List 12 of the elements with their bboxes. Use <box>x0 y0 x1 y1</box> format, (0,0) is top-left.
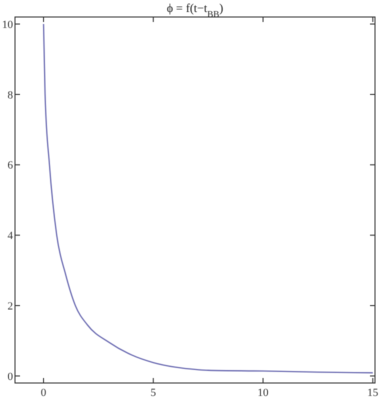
x-tick-label: 0 <box>40 387 47 399</box>
y-tick-label: 0 <box>8 370 14 383</box>
y-tick-label: 8 <box>8 89 14 102</box>
y-tick-label: 10 <box>2 18 14 31</box>
y-tick-label: 2 <box>8 300 13 312</box>
x-tick-label: 15 <box>367 387 379 399</box>
x-tick-label: 5 <box>150 387 157 399</box>
x-tick-label: 10 <box>258 387 270 399</box>
line-series <box>42 23 374 374</box>
y-tick-label: 6 <box>8 160 14 172</box>
y-tick-label: 4 <box>8 230 14 242</box>
chart-title: ϕ = f(t−t$_{BB}$) <box>166 1 224 19</box>
